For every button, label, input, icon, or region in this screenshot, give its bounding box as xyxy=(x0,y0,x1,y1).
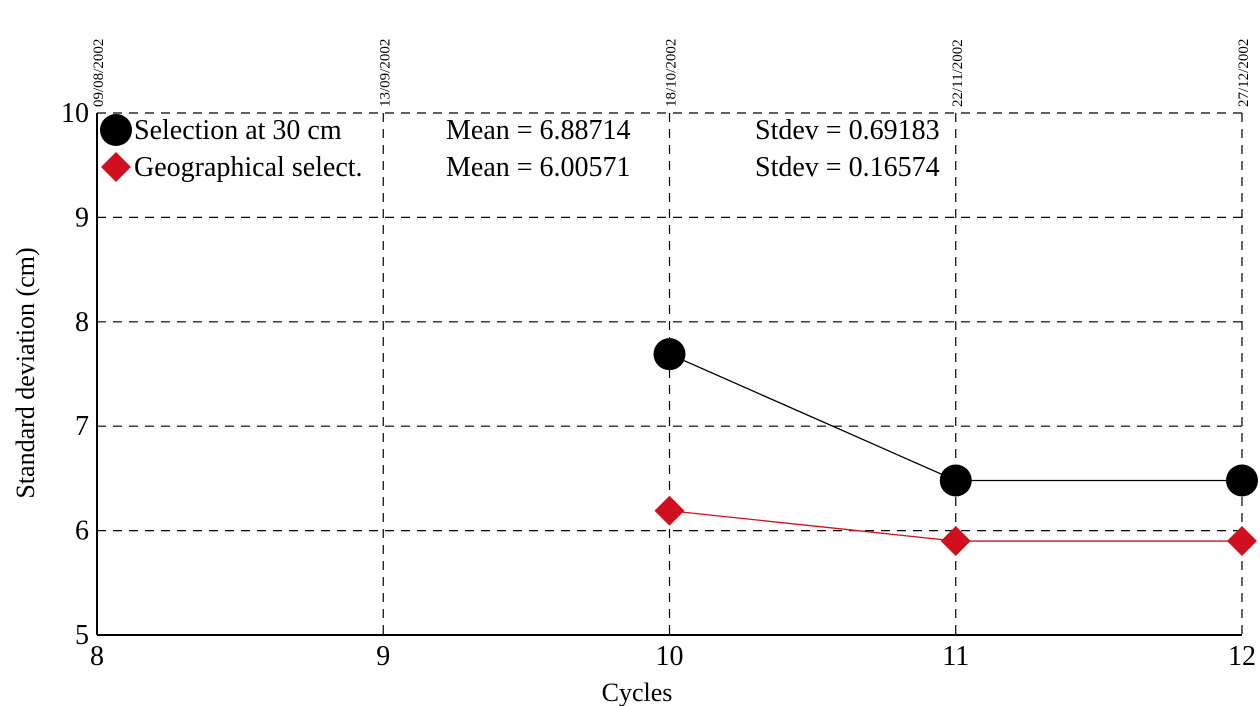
data-point-circle xyxy=(653,338,686,371)
x-tick-label: 8 xyxy=(90,641,104,672)
legend: Selection at 30 cm Mean = 6.88714 Stdev = … xyxy=(100,114,940,183)
x-axis-label: Cycles xyxy=(602,678,673,706)
data-point-circle xyxy=(1226,464,1258,497)
y-tick-label: 7 xyxy=(75,411,89,442)
legend-stdev-label: Stdev = 0.69183 xyxy=(755,115,940,146)
data-point-circle xyxy=(939,464,972,497)
x-tick-label: 11 xyxy=(942,641,969,672)
top-date-label: 09/08/2002 xyxy=(91,39,107,107)
data-point-diamond xyxy=(1227,526,1257,557)
legend-series-name: Geographical select. xyxy=(134,152,363,183)
x-tick-label: 9 xyxy=(376,641,390,672)
top-date-label: 18/10/2002 xyxy=(664,39,680,107)
y-tick-label: 9 xyxy=(75,202,89,233)
series-layer xyxy=(653,338,1258,557)
x-tick-label: 12 xyxy=(1228,641,1256,672)
legend-mean-label: Mean = 6.88714 xyxy=(446,115,631,146)
y-tick-label: 10 xyxy=(61,98,89,129)
legend-marker-circle xyxy=(100,114,132,146)
top-date-label: 27/12/2002 xyxy=(1236,39,1252,107)
legend-stdev-label: Stdev = 0.16574 xyxy=(755,152,940,183)
x-tick-label: 10 xyxy=(656,641,684,672)
axes: 5 6 7 8 9 10 8 9 10 11 12 xyxy=(61,98,1256,672)
top-date-label: 13/09/2002 xyxy=(377,39,393,107)
top-date-label: 22/11/2002 xyxy=(950,39,966,107)
y-tick-label: 5 xyxy=(75,620,89,651)
legend-marker-diamond xyxy=(101,152,131,182)
y-tick-label: 8 xyxy=(75,307,89,338)
top-date-axis: 09/08/2002 13/09/2002 18/10/2002 22/11/2002… xyxy=(91,39,1252,107)
data-point-diamond xyxy=(654,495,685,526)
legend-mean-label: Mean = 6.00571 xyxy=(446,152,631,183)
data-point-diamond xyxy=(940,526,971,557)
y-tick-label: 6 xyxy=(75,516,89,547)
y-axis-label: Standard deviation (cm) xyxy=(11,247,40,498)
legend-series-name: Selection at 30 cm xyxy=(134,115,342,146)
